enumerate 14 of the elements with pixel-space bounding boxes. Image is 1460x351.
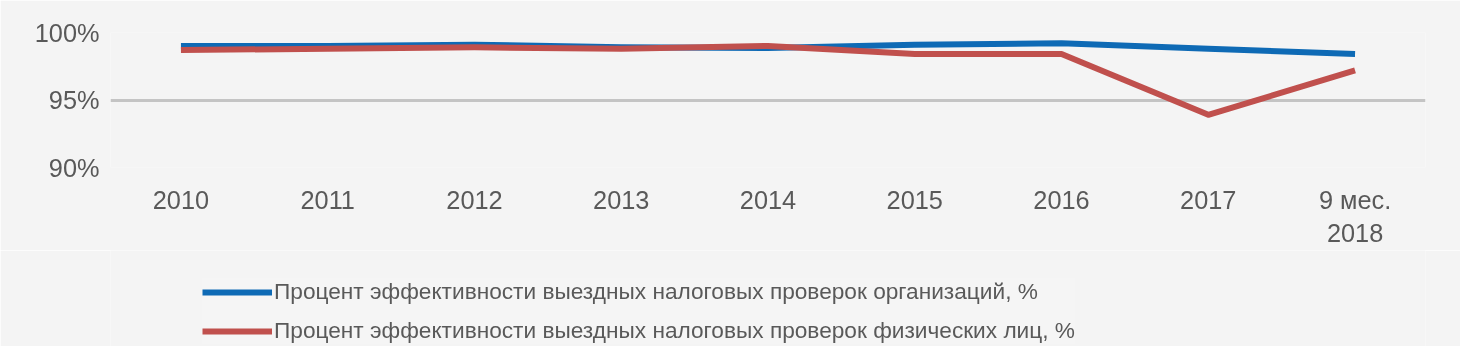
y-tick-label: 100% <box>34 18 100 47</box>
x-tick-label: 2015 <box>886 185 943 214</box>
x-tick-label: 2014 <box>739 185 797 214</box>
legend-label: Процент эффективности выездных налоговых проверок организаций, % <box>274 278 1038 305</box>
x-tick-label: 2013 <box>593 185 650 214</box>
x-tick-label: 2011 <box>300 185 355 214</box>
x-tick-label: 2017 <box>1180 185 1237 214</box>
y-tick-label: 90% <box>48 153 100 182</box>
x-tick-label: 9 мес. 2018 <box>1318 185 1392 248</box>
y-tick-label: 95% <box>48 86 100 114</box>
x-tick-label: 2010 <box>152 185 210 214</box>
x-tick-label: 2016 <box>1033 185 1090 214</box>
x-tick-label: 2012 <box>446 185 503 214</box>
legend-label: Процент эффективности выездных налоговых проверок физических лиц, % <box>274 317 1075 344</box>
